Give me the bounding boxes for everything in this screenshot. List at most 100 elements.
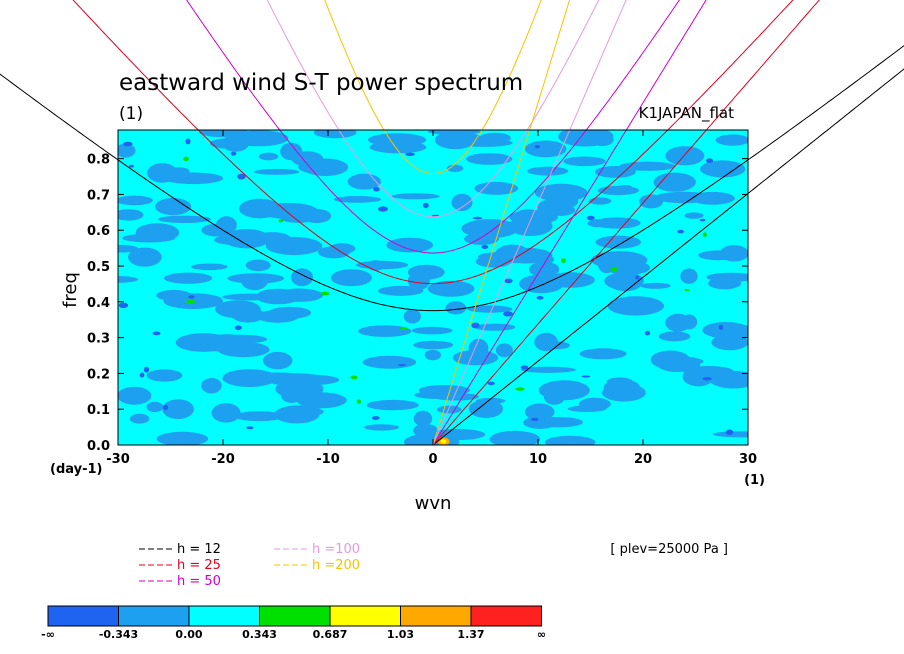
title-units: (1) [119, 104, 143, 124]
field-patch [579, 348, 627, 360]
field-patch [118, 209, 144, 221]
field-patch [313, 130, 357, 139]
field-patch-high [560, 258, 566, 263]
field-patch-low [397, 364, 406, 366]
field-patch [446, 164, 464, 172]
field-patch [118, 386, 152, 405]
field-patch [537, 200, 557, 217]
colorbar-label: -0.343 [99, 628, 138, 641]
field-patch [216, 216, 237, 234]
field-patch [157, 215, 212, 223]
field-patch-low [373, 187, 380, 192]
colorbar-segment [470, 605, 542, 627]
colorbar-label: -∞ [41, 628, 55, 641]
field-patch [567, 405, 607, 412]
field-patch [684, 212, 704, 219]
colorbar-label: 0.343 [242, 628, 277, 641]
field-patch [223, 229, 270, 249]
field-patch [333, 196, 382, 203]
field-patch-low [371, 416, 380, 420]
x-tick-label: 20 [634, 452, 652, 467]
field-patch [541, 341, 570, 350]
x-axis-label: wvn [415, 493, 452, 514]
colorbar-segment [259, 605, 331, 627]
field-patch-low [699, 218, 706, 222]
field-patch-low [644, 330, 651, 336]
field-patch [650, 350, 690, 369]
field-patch-low [677, 229, 684, 234]
y-axis-label: freq [60, 272, 81, 308]
field-patch [489, 430, 541, 445]
field-patch [368, 133, 427, 147]
field-patch [595, 235, 641, 249]
field-patch [658, 331, 691, 342]
legend-label: h = 50 [177, 574, 221, 589]
x-tick-label: -20 [211, 452, 235, 467]
field-patch [717, 324, 748, 338]
field-patch [413, 340, 454, 350]
kelvin-curve [432, 68, 904, 445]
field-patch [607, 296, 664, 316]
field-patch-low [504, 278, 513, 284]
field-patch [386, 237, 434, 253]
field-patch [602, 383, 646, 402]
field-patch-low [118, 302, 129, 308]
x-tick-label: 0 [428, 452, 437, 467]
field-patch [146, 401, 164, 413]
field-patch [291, 268, 313, 287]
field-patch [427, 280, 475, 297]
field-patch [263, 351, 293, 370]
field-patch-low [531, 417, 539, 422]
field-patch [256, 309, 299, 323]
field-patch [411, 326, 453, 335]
field-patch-low [586, 215, 595, 221]
field-patch [147, 163, 178, 183]
field-patch-low [536, 296, 544, 300]
field-patch-low [237, 173, 246, 180]
field-patch [526, 406, 554, 420]
field-patch [451, 133, 482, 144]
y-tick-label: 0.8 [87, 153, 110, 168]
field-peak-core [440, 439, 447, 444]
field-patch-high [185, 299, 196, 304]
field-patch-high [610, 266, 619, 272]
colorbar: -∞ -0.343 0.00 0.343 0.687 1.03 1.37 ∞ [41, 605, 546, 641]
field-patch [533, 417, 583, 428]
field-patch [430, 428, 486, 441]
inertia-gravity-curve [72, 0, 794, 285]
dataset-label: K1JAPAN_flat [639, 104, 735, 123]
colorbar-label: ∞ [537, 628, 546, 641]
field-patch [156, 431, 209, 445]
field-patch [241, 273, 268, 291]
x-axis: -30 -20 -10 0 10 20 30 [106, 130, 757, 467]
field-patch [708, 277, 742, 290]
field-patch [452, 350, 499, 366]
field-patch [608, 273, 643, 292]
field-patch [209, 138, 247, 149]
field-patch [280, 142, 303, 161]
field-patch-low [471, 322, 480, 329]
field-patch [193, 294, 223, 308]
y-tick-label: 0.1 [87, 403, 110, 418]
colorbar-segment [400, 605, 472, 627]
y-tick-label: 0.7 [87, 188, 110, 203]
legend-label: h =100 [312, 542, 360, 557]
field-patch [461, 219, 519, 239]
field-patch [712, 431, 748, 438]
field-patch [524, 140, 567, 158]
field-patch [233, 411, 285, 422]
field-patch [495, 244, 530, 264]
field-patch-low [635, 275, 640, 280]
field-patch [544, 435, 596, 445]
field-patch [529, 261, 560, 278]
colorbar-label: 1.03 [387, 628, 414, 641]
field-patch [118, 195, 153, 206]
field-patch [690, 191, 735, 205]
field-patch-high [702, 232, 707, 237]
field-patch [254, 372, 304, 380]
field-patch [302, 208, 332, 224]
dispersion-curves [0, 0, 904, 445]
field-patch-low [725, 429, 734, 436]
